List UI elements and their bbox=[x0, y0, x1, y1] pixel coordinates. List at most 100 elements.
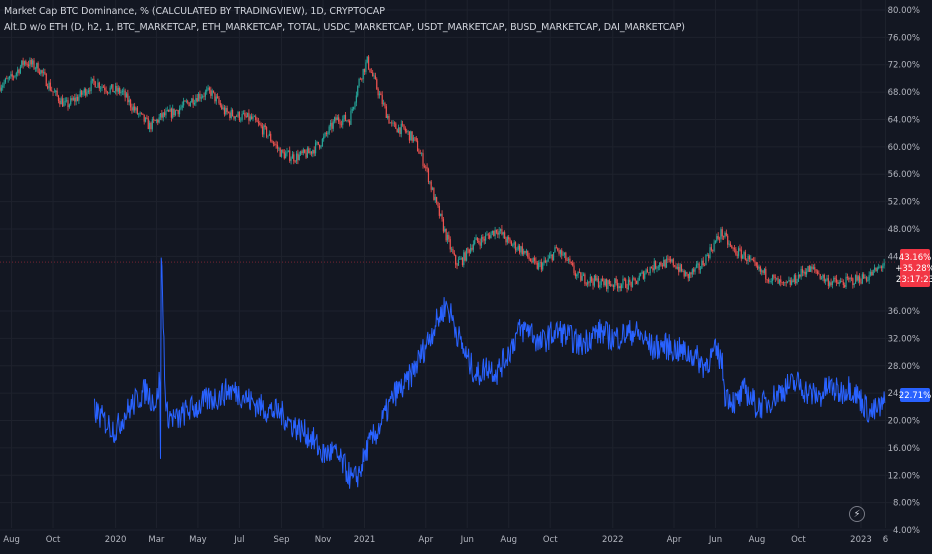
candle-body bbox=[555, 247, 557, 249]
candle-body bbox=[393, 122, 396, 124]
candle-body bbox=[268, 133, 270, 136]
candle-body bbox=[64, 100, 66, 102]
candle-body bbox=[42, 71, 45, 73]
candle-body bbox=[618, 286, 620, 289]
candle-body bbox=[2, 85, 4, 88]
y-tick-label: 68.00% bbox=[888, 88, 920, 98]
candle-body bbox=[743, 252, 745, 256]
candle-body bbox=[314, 142, 317, 154]
candle-body bbox=[23, 61, 26, 65]
candle-body bbox=[671, 259, 673, 262]
candle-body bbox=[464, 252, 466, 261]
candle-body bbox=[252, 116, 254, 119]
legend-btc-dominance[interactable]: Market Cap BTC Dominance, % (CALCULATED … bbox=[4, 6, 385, 17]
candle-body bbox=[438, 206, 440, 216]
candle-body bbox=[733, 248, 736, 250]
candle-body bbox=[600, 278, 602, 286]
candle-body bbox=[614, 278, 616, 287]
alt-badge-value: 22.71% bbox=[899, 391, 931, 401]
y-tick-label: 8.00% bbox=[893, 499, 920, 509]
candle-body bbox=[635, 280, 638, 284]
candle-body bbox=[372, 72, 374, 77]
candle-body bbox=[385, 106, 387, 118]
candle-body bbox=[395, 123, 397, 129]
candle-body bbox=[66, 100, 68, 101]
candle-body bbox=[30, 59, 32, 65]
candle-body bbox=[844, 284, 846, 287]
lightning-icon[interactable]: ⚡ bbox=[849, 506, 865, 522]
candle-body bbox=[860, 282, 862, 284]
candle-body bbox=[508, 237, 510, 240]
candle-body bbox=[242, 113, 245, 114]
candle-body bbox=[221, 105, 223, 110]
candle-body bbox=[682, 270, 684, 272]
candle-body bbox=[504, 232, 506, 239]
candle-body bbox=[672, 259, 674, 266]
candle-body bbox=[838, 282, 840, 284]
candle-body bbox=[415, 137, 417, 141]
candle-body bbox=[695, 264, 698, 268]
candle-body bbox=[589, 276, 591, 283]
candle-body bbox=[471, 247, 473, 250]
candle-body bbox=[355, 95, 357, 103]
candle-body bbox=[810, 266, 812, 272]
candle-body bbox=[480, 236, 483, 246]
candle-body bbox=[586, 281, 589, 285]
btc-badge-bg bbox=[900, 249, 930, 287]
candle-body bbox=[664, 259, 666, 268]
candle-body bbox=[800, 268, 802, 277]
candle-body bbox=[795, 275, 797, 284]
candle-body bbox=[854, 275, 857, 284]
candle-body bbox=[139, 112, 141, 114]
candle-body bbox=[761, 270, 763, 272]
candle-body bbox=[585, 283, 587, 285]
candle-body bbox=[882, 265, 884, 268]
x-tick-label: Oct bbox=[543, 535, 558, 545]
candle-body bbox=[883, 262, 885, 266]
candle-body bbox=[517, 245, 519, 250]
candle-body bbox=[236, 116, 238, 118]
x-tick-label: May bbox=[189, 535, 207, 545]
candle-body bbox=[116, 85, 118, 92]
candle-body bbox=[184, 100, 186, 102]
candle-body bbox=[37, 63, 39, 73]
candle-body bbox=[187, 101, 189, 103]
candle-body bbox=[101, 86, 103, 88]
candle-body bbox=[263, 125, 265, 135]
candle-body bbox=[737, 248, 740, 256]
candle-body bbox=[290, 158, 292, 161]
candle-body bbox=[67, 100, 69, 108]
candle-body bbox=[261, 126, 264, 135]
legend-alt-dominance[interactable]: Alt.D w/o ETH (D, h2, 1, BTC_MARKETCAP, … bbox=[4, 22, 685, 33]
candle-body bbox=[106, 91, 109, 93]
candle-body bbox=[241, 113, 243, 120]
candle-body bbox=[831, 281, 834, 286]
candle-body bbox=[380, 93, 382, 96]
candle-body bbox=[159, 113, 162, 118]
candle-body bbox=[359, 78, 362, 80]
axis-ticks: 80.00%76.00%72.00%68.00%64.00%60.00%56.0… bbox=[3, 6, 920, 545]
candle-body bbox=[588, 281, 590, 283]
candle-body bbox=[491, 230, 493, 234]
candle-body bbox=[300, 151, 302, 155]
candle-body bbox=[44, 71, 46, 74]
candle-body bbox=[871, 271, 873, 276]
candle-body bbox=[0, 87, 2, 91]
candle-body bbox=[427, 168, 430, 183]
candle-body bbox=[723, 236, 725, 238]
candle-body bbox=[744, 252, 746, 261]
candle-body bbox=[604, 279, 606, 286]
btc-badge-change: +35.28% bbox=[895, 264, 932, 274]
candle-body bbox=[557, 248, 559, 251]
candle-body bbox=[351, 109, 353, 111]
candle-body bbox=[498, 230, 500, 235]
candle-body bbox=[793, 275, 795, 282]
candle-body bbox=[196, 98, 198, 102]
candle-body bbox=[369, 68, 371, 73]
candle-body bbox=[528, 256, 530, 260]
candle-body bbox=[255, 116, 257, 121]
candle-body bbox=[366, 56, 368, 63]
candle-body bbox=[486, 234, 488, 236]
